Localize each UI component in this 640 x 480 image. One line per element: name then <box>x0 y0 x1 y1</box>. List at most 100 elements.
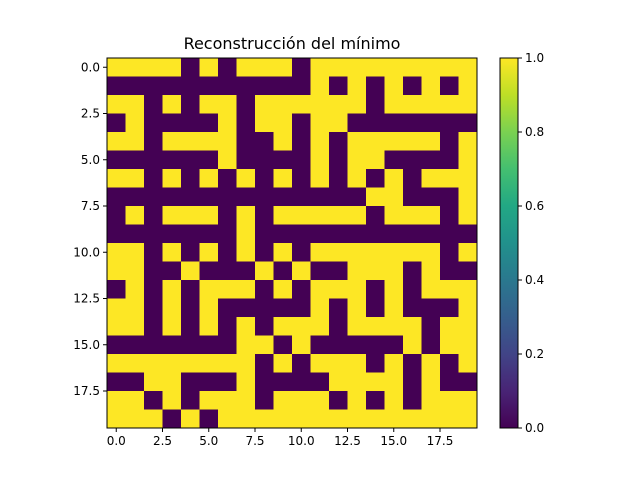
x-tick-label: 15.0 <box>380 434 407 448</box>
heatmap-cell <box>421 95 441 114</box>
heatmap-cell <box>255 243 274 262</box>
heatmap-cell <box>458 298 478 318</box>
heatmap-cell <box>125 298 145 318</box>
heatmap-cell <box>403 243 422 262</box>
heatmap-cell <box>107 261 126 281</box>
heatmap-cell <box>125 354 145 373</box>
heatmap-cell <box>199 280 219 299</box>
heatmap-cell <box>329 224 348 244</box>
heatmap-cell <box>403 132 422 151</box>
heatmap-cell <box>218 243 237 262</box>
heatmap-cell <box>273 224 293 244</box>
heatmap-cell <box>329 95 348 114</box>
heatmap-cell <box>199 372 219 392</box>
heatmap-cell <box>107 58 126 77</box>
heatmap-cell <box>162 317 182 336</box>
heatmap-cell <box>273 354 293 373</box>
heatmap-cell <box>347 372 367 392</box>
heatmap-cell <box>366 409 385 429</box>
heatmap-cell <box>384 224 404 244</box>
heatmap-cell <box>255 354 274 373</box>
heatmap-cell <box>440 372 459 392</box>
chart-title: Reconstrucción del mínimo <box>184 34 401 53</box>
heatmap-cell <box>458 224 478 244</box>
heatmap-cell <box>329 391 348 410</box>
heatmap-cell <box>347 354 367 373</box>
heatmap-cell <box>292 280 311 299</box>
heatmap-cell <box>218 58 237 77</box>
heatmap-cell <box>403 280 422 299</box>
heatmap-cell <box>440 298 459 318</box>
heatmap-cell <box>199 169 219 188</box>
heatmap-cell <box>144 354 163 373</box>
heatmap-cell <box>421 391 441 410</box>
heatmap-cell <box>125 372 145 392</box>
heatmap-cell <box>292 317 311 336</box>
heatmap-cell <box>218 298 237 318</box>
heatmap-cell <box>273 76 293 96</box>
heatmap-cell <box>218 409 237 429</box>
heatmap-cell <box>440 409 459 429</box>
heatmap-cell <box>181 243 200 262</box>
heatmap-cell <box>125 206 145 225</box>
heatmap-cell <box>218 317 237 336</box>
heatmap-cell <box>144 372 163 392</box>
heatmap-cell <box>421 372 441 392</box>
heatmap-cell <box>347 224 367 244</box>
heatmap-cell <box>162 298 182 318</box>
heatmap-cell <box>421 280 441 299</box>
heatmap-cell <box>144 58 163 77</box>
heatmap-cell <box>310 206 330 225</box>
heatmap-cell <box>384 58 404 77</box>
heatmap-cell <box>366 58 385 77</box>
heatmap-cell <box>199 58 219 77</box>
heatmap-cell <box>144 280 163 299</box>
heatmap-cell <box>421 409 441 429</box>
y-tick-label: 10.0 <box>73 245 100 259</box>
heatmap-cell <box>292 335 311 355</box>
heatmap-cell <box>384 317 404 336</box>
heatmap-cell <box>440 317 459 336</box>
heatmap-cell <box>458 113 478 133</box>
heatmap-cell <box>440 132 459 151</box>
heatmap-cell <box>366 95 385 114</box>
heatmap-cell <box>310 224 330 244</box>
heatmap-cell <box>218 187 237 207</box>
heatmap-cell <box>255 206 274 225</box>
heatmap-cell <box>384 372 404 392</box>
heatmap-cell <box>384 169 404 188</box>
heatmap-cell <box>107 335 126 355</box>
heatmap-cell <box>458 335 478 355</box>
heatmap-cell <box>384 335 404 355</box>
heatmap-cell <box>144 132 163 151</box>
heatmap-cell <box>366 298 385 318</box>
heatmap-cell <box>236 76 256 96</box>
heatmap-cell <box>236 113 256 133</box>
heatmap-cell <box>273 391 293 410</box>
heatmap-cell <box>144 113 163 133</box>
heatmap-cell <box>144 95 163 114</box>
heatmap-cell <box>107 76 126 96</box>
heatmap-cell <box>107 317 126 336</box>
colorbar <box>499 57 519 429</box>
heatmap-cell <box>421 113 441 133</box>
heatmap-cell <box>329 150 348 170</box>
heatmap-cell <box>366 280 385 299</box>
heatmap-cell <box>347 113 367 133</box>
heatmap-cell <box>347 150 367 170</box>
heatmap-cell <box>421 169 441 188</box>
heatmap-cell <box>199 76 219 96</box>
heatmap-cell <box>181 95 200 114</box>
heatmap-cell <box>347 335 367 355</box>
heatmap-cell <box>440 187 459 207</box>
heatmap-cell <box>347 391 367 410</box>
heatmap-cell <box>292 150 311 170</box>
heatmap-cell <box>236 280 256 299</box>
colorbar-axis: 0.0 0.2 0.4 0.6 0.8 1.0 <box>518 51 544 435</box>
heatmap-cell <box>144 76 163 96</box>
heatmap-cell <box>403 317 422 336</box>
heatmap-cell <box>273 132 293 151</box>
heatmap-cell <box>273 95 293 114</box>
heatmap-cell <box>403 76 422 96</box>
heatmap-cell <box>236 206 256 225</box>
